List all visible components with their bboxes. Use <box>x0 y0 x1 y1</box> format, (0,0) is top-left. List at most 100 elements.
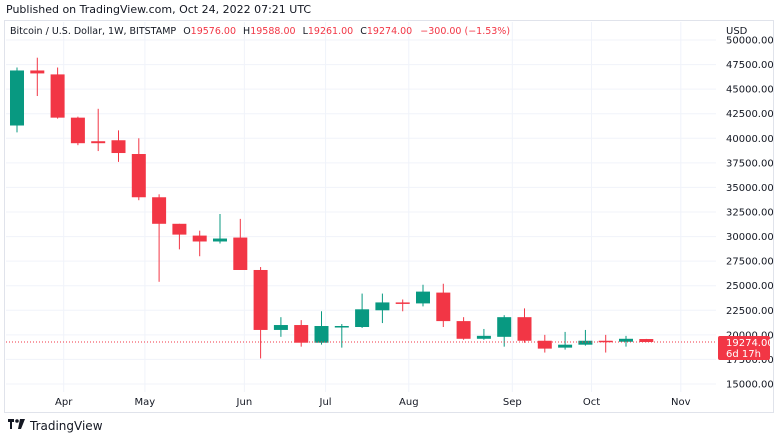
legend-open-label: O <box>183 26 190 37</box>
candle-body <box>456 321 471 339</box>
candle-body <box>172 223 187 235</box>
candle[interactable] <box>213 213 227 244</box>
candle-body <box>416 291 430 304</box>
x-tick-label: Nov <box>671 397 691 408</box>
legend-low-label: L <box>303 26 309 37</box>
legend-symbol: Bitcoin / U.S. Dollar, 1W, BITSTAMP <box>10 26 176 37</box>
candle[interactable] <box>375 293 390 324</box>
y-tick-label: 35000.00 <box>726 183 774 194</box>
candles <box>10 57 654 359</box>
candle[interactable] <box>416 284 430 307</box>
currency-label: USD <box>726 26 748 37</box>
candle[interactable] <box>111 130 126 162</box>
candle-body <box>578 340 593 345</box>
y-tick-label: 45000.00 <box>726 85 774 96</box>
candle[interactable] <box>537 334 552 353</box>
candle[interactable] <box>456 317 471 340</box>
y-tick-label: 40000.00 <box>726 134 774 145</box>
candle[interactable] <box>10 67 24 133</box>
legend-close: 19274.00 <box>367 26 412 37</box>
x-tick-label: Jul <box>319 397 332 408</box>
candle-body <box>598 340 613 343</box>
candle[interactable] <box>355 293 370 328</box>
candle-body <box>30 70 45 74</box>
candle[interactable] <box>578 329 593 346</box>
legend-open: 19576.00 <box>191 26 236 37</box>
y-tick-label: 15000.00 <box>726 380 774 391</box>
candle-body <box>273 325 288 330</box>
candle[interactable] <box>30 57 45 97</box>
candle-body <box>70 117 85 144</box>
candle-body <box>395 302 410 304</box>
candle[interactable] <box>314 311 329 345</box>
candle-body <box>517 317 532 341</box>
candle-body <box>639 339 654 342</box>
chart-legend: Bitcoin / U.S. Dollar, 1W, BITSTAMP O195… <box>10 26 510 37</box>
y-tick-label: 32500.00 <box>726 208 774 219</box>
candle-body <box>192 235 207 242</box>
x-tick-label: Apr <box>55 397 73 408</box>
candle-body <box>50 74 65 118</box>
candle[interactable] <box>233 218 248 270</box>
candle[interactable] <box>395 299 410 312</box>
candle[interactable] <box>192 230 207 257</box>
candle[interactable] <box>639 338 654 343</box>
candle-body <box>233 237 248 270</box>
candle-body <box>436 292 451 322</box>
chart-frame <box>4 20 774 413</box>
bar-countdown: 6d 17h <box>726 349 761 360</box>
candle[interactable] <box>334 324 349 348</box>
y-tick-label: 25000.00 <box>726 281 774 292</box>
x-tick-label: May <box>135 397 156 408</box>
candle-body <box>476 335 491 339</box>
candle-body <box>334 326 349 328</box>
tradingview-logo-icon <box>8 417 26 435</box>
candle[interactable] <box>273 317 288 337</box>
candle-body <box>355 309 370 327</box>
candle[interactable] <box>131 138 146 201</box>
x-axis: Apr May Jun Jul Aug Sep Oct Nov <box>55 397 691 408</box>
candle-body <box>558 344 573 348</box>
y-axis: 50000.00 47500.00 45000.00 42500.00 40000.00… <box>726 36 774 391</box>
candle[interactable] <box>517 308 532 343</box>
footer: TradingView <box>8 418 103 434</box>
candle[interactable] <box>497 315 512 347</box>
last-price-tag: 19274.00 6d 17h <box>718 335 774 360</box>
y-tick-label: 37500.00 <box>726 158 774 169</box>
candle-body <box>253 269 268 330</box>
candle-body <box>497 317 512 337</box>
candle[interactable] <box>598 334 613 353</box>
candle[interactable] <box>619 335 633 347</box>
candle[interactable] <box>50 67 65 119</box>
candle[interactable] <box>253 267 268 359</box>
published-caption: Published on TradingView.com, Oct 24, 20… <box>6 3 312 16</box>
y-tick-label: 50000.00 <box>726 36 774 47</box>
candle[interactable] <box>172 223 187 250</box>
y-tick-label: 22500.00 <box>726 306 774 317</box>
candle-body <box>537 340 552 349</box>
legend-close-label: C <box>360 26 367 37</box>
candle-body <box>10 70 24 126</box>
candle[interactable] <box>152 194 167 282</box>
x-tick-label: Jun <box>236 397 253 408</box>
y-tick-label: 20000.00 <box>726 330 774 341</box>
candle[interactable] <box>558 331 573 350</box>
y-tick-label: 30000.00 <box>726 232 774 243</box>
candle-body <box>131 154 146 198</box>
last-price-value: 19274.00 <box>726 338 774 349</box>
y-tick-label: 42500.00 <box>726 109 774 120</box>
candle[interactable] <box>476 328 491 340</box>
y-tick-label: 27500.00 <box>726 257 774 268</box>
grid-lines <box>6 22 716 392</box>
candle[interactable] <box>70 116 85 146</box>
candle[interactable] <box>436 283 451 327</box>
legend-low: 19261.00 <box>308 26 353 37</box>
legend-change: −300.00 (−1.53%) <box>420 26 510 37</box>
candle-body <box>375 302 390 311</box>
candle[interactable] <box>294 320 309 347</box>
candle-body <box>213 238 227 242</box>
candle-body <box>111 140 126 154</box>
candle[interactable] <box>91 108 106 152</box>
x-tick-label: Oct <box>583 397 600 408</box>
